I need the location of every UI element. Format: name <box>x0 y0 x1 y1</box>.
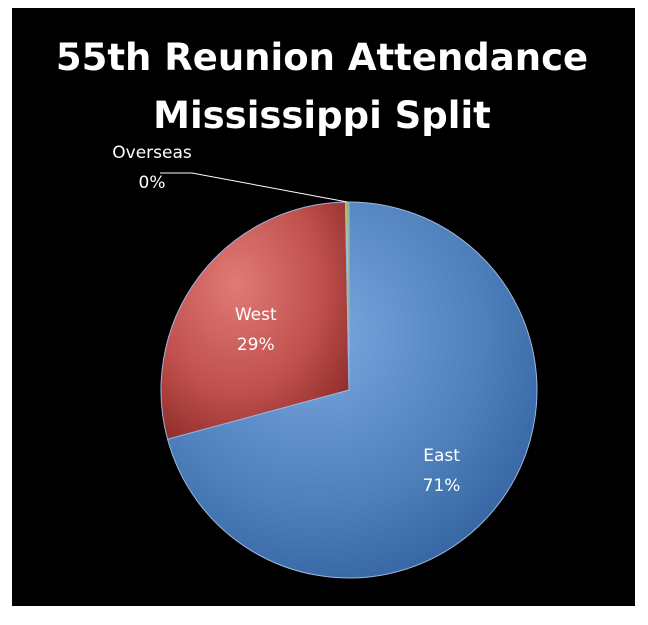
slice-percent-west: 29% <box>237 335 275 355</box>
pie-slices <box>160 201 538 579</box>
chart-title-line-2: Mississippi Split <box>153 94 491 137</box>
slice-label-east: East <box>423 446 460 466</box>
chart-area: 55th Reunion Attendance Mississippi Spli… <box>12 8 635 606</box>
slice-percent-east: 71% <box>423 476 461 496</box>
pie-labels: East 71% West 29% Overseas 0% <box>112 143 460 496</box>
slice-label-overseas: Overseas <box>112 143 192 163</box>
pie-chart: 55th Reunion Attendance Mississippi Spli… <box>56 36 588 579</box>
leader-line-overseas <box>160 172 348 203</box>
slice-label-west: West <box>235 305 277 325</box>
pie-slice-west <box>160 201 350 440</box>
slice-percent-overseas: 0% <box>139 173 166 193</box>
chart-title-line-1: 55th Reunion Attendance <box>56 36 588 79</box>
pie-slice-east <box>166 201 538 579</box>
pie-leader-lines <box>160 172 348 203</box>
